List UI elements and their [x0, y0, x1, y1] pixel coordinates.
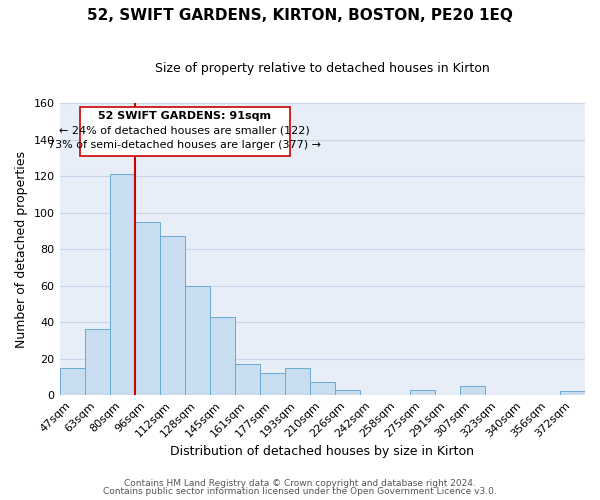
Bar [335, 390, 360, 395]
Bar [260, 373, 285, 395]
X-axis label: Distribution of detached houses by size in Kirton: Distribution of detached houses by size … [170, 444, 474, 458]
Text: ← 24% of detached houses are smaller (122): ← 24% of detached houses are smaller (12… [59, 126, 310, 136]
Bar [560, 392, 585, 395]
Bar [310, 382, 335, 395]
Text: 52 SWIFT GARDENS: 91sqm: 52 SWIFT GARDENS: 91sqm [98, 111, 271, 121]
Bar [410, 390, 435, 395]
Bar [59, 368, 85, 395]
Bar [85, 330, 110, 395]
Bar [185, 286, 209, 395]
Bar [160, 236, 185, 395]
Text: Contains HM Land Registry data © Crown copyright and database right 2024.: Contains HM Land Registry data © Crown c… [124, 478, 476, 488]
Text: 52, SWIFT GARDENS, KIRTON, BOSTON, PE20 1EQ: 52, SWIFT GARDENS, KIRTON, BOSTON, PE20 … [87, 8, 513, 22]
Title: Size of property relative to detached houses in Kirton: Size of property relative to detached ho… [155, 62, 490, 76]
FancyBboxPatch shape [80, 106, 290, 156]
Text: 73% of semi-detached houses are larger (377) →: 73% of semi-detached houses are larger (… [48, 140, 321, 150]
Bar [460, 386, 485, 395]
Bar [134, 222, 160, 395]
Bar [110, 174, 134, 395]
Bar [235, 364, 260, 395]
Text: Contains public sector information licensed under the Open Government Licence v3: Contains public sector information licen… [103, 488, 497, 496]
Bar [285, 368, 310, 395]
Y-axis label: Number of detached properties: Number of detached properties [15, 150, 28, 348]
Bar [209, 316, 235, 395]
